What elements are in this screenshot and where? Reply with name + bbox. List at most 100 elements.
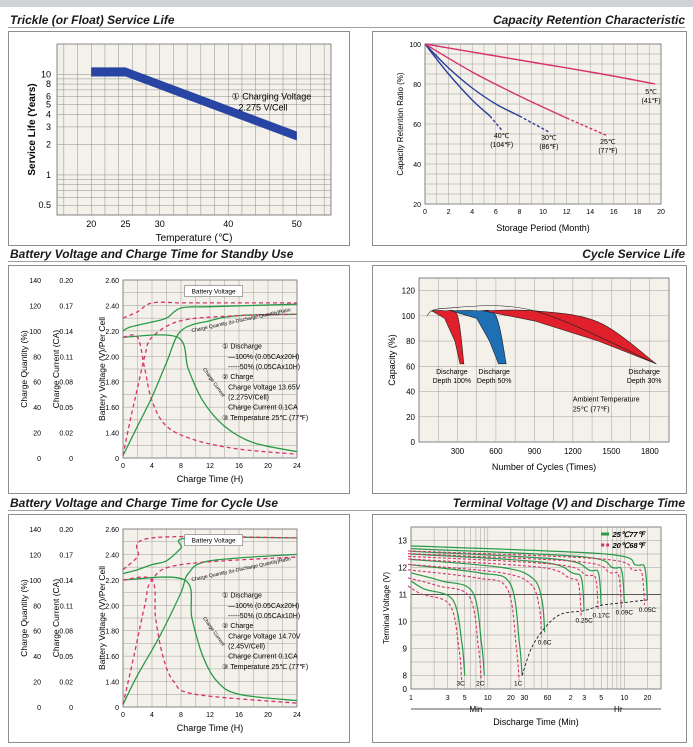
- y-tick-label: 6: [46, 92, 51, 102]
- cycle-life-title: Cycle Service Life: [582, 247, 685, 261]
- legend-line: ② Charge: [222, 373, 253, 381]
- x-tick-label: 20: [657, 209, 665, 216]
- x-tick-label: 14: [586, 209, 594, 216]
- curve-20c-0.17C: [407, 555, 599, 611]
- legend-label: 20℃68℉: [611, 541, 646, 550]
- y-axis-label: Battery Voltage (V)/Per Cell: [97, 317, 107, 421]
- series-label: (41℉): [642, 98, 661, 105]
- rule-3: [8, 510, 685, 511]
- x-axis-label: Charge Time (H): [177, 723, 244, 733]
- series-voltage-50: [122, 301, 297, 319]
- series-label: (77℉): [598, 148, 617, 155]
- x-tick-label: 10: [620, 695, 628, 702]
- y-tick-label: 2.20: [105, 329, 119, 336]
- legend-line: -----50% (0.05CAx10H): [228, 613, 300, 620]
- y-tick-label: 80: [406, 337, 415, 346]
- top-bar: [0, 0, 693, 7]
- y-tick-label: 120: [29, 552, 41, 559]
- y-tick-label: 2.00: [105, 354, 119, 361]
- y-tick-label: 2.40: [105, 303, 119, 310]
- cycle-use-title: Battery Voltage and Charge Time for Cycl…: [10, 496, 279, 510]
- region-label: Discharge: [478, 369, 510, 376]
- y-tick-label: 2: [46, 140, 51, 150]
- x-tick-label: 24: [293, 463, 301, 470]
- x-tick-label: 5: [599, 695, 603, 702]
- x-tick-label: 20: [264, 712, 272, 719]
- y-tick-label: 100: [402, 312, 416, 321]
- y-axis-label: Charge Quantity (%): [19, 330, 29, 408]
- y-tick-label: 2.40: [105, 552, 119, 559]
- y-tick-label: 3: [46, 122, 51, 132]
- retention-panel: 40℃ (104℉) 30℃ (86℉) 25℃ (77℉) 5℃ (41℉) 100 80 60 4…: [372, 31, 687, 246]
- y-tick-label: 140: [29, 527, 41, 534]
- y-tick-label: 0.17: [59, 303, 73, 310]
- legend-line: ② Charge: [222, 622, 253, 630]
- y-tick-label: 1.60: [105, 654, 119, 661]
- y-axis-label: Battery Voltage (V)/Per Cell: [97, 566, 107, 670]
- curve-label-voltage: Battery Voltage: [192, 538, 236, 545]
- x-tick-label: 20: [644, 695, 652, 702]
- y-tick-label: 0.05: [59, 654, 73, 661]
- series-label: 25℃: [600, 139, 616, 146]
- x-tick-label: 30: [521, 695, 529, 702]
- y-tick-label: 20: [33, 680, 41, 687]
- x-tick-label: 4: [470, 209, 474, 216]
- y-tick-label: 0: [37, 456, 41, 463]
- y-tick-label: 20: [33, 431, 41, 438]
- y-tick-label: 0.20: [59, 278, 73, 285]
- x-tick-label: 60: [544, 695, 552, 702]
- region-label: Discharge: [628, 369, 660, 376]
- y-tick-label: 60: [413, 122, 421, 129]
- x-tick-label: 10: [484, 695, 492, 702]
- x-tick-label: 50: [292, 219, 302, 229]
- y-tick-label: 40: [33, 405, 41, 412]
- x-axis-label: Temperature (℃): [156, 233, 233, 244]
- standby-title: Battery Voltage and Charge Time for Stan…: [10, 247, 294, 261]
- legend-line: (2.275V/Cell): [228, 395, 269, 402]
- y-axis-label: Charge Current (CA): [51, 330, 61, 409]
- y-tick-label: 140: [29, 278, 41, 285]
- y-tick-label: 0.17: [59, 552, 73, 559]
- x-tick-label: 1800: [641, 447, 659, 456]
- region-label: Depth 50%: [477, 378, 512, 385]
- x-tick-label: 300: [451, 447, 465, 456]
- y-tick-label: 1.80: [105, 380, 119, 387]
- y-tick-label: 2.20: [105, 578, 119, 585]
- curve-20c-3C: [407, 585, 463, 681]
- x-axis-label: Number of Cycles (Times): [492, 462, 596, 472]
- cycle-life-chart: Discharge Depth 100% Discharge Depth 50% Dis…: [387, 277, 670, 472]
- y-tick-label: 0.5: [38, 200, 51, 210]
- x-tick-label: 20: [86, 219, 96, 229]
- curve-20c-0.25C: [407, 558, 582, 616]
- y-tick-label: 0.11: [60, 603, 73, 610]
- rate-label: 2C: [476, 681, 485, 688]
- x-tick-label: 8: [517, 209, 521, 216]
- x-tick-label: 8: [179, 712, 183, 719]
- y-tick-label: 20: [406, 413, 415, 422]
- y-tick-label: 0: [411, 438, 416, 447]
- y-tick-label: 60: [406, 362, 415, 371]
- series-current-50: [122, 334, 298, 455]
- x-tick-label: 4: [150, 712, 154, 719]
- legend-line: —100% (0.05CAx20H): [228, 354, 299, 361]
- legend-line: ③ Temperature 25℃ (77℉): [222, 663, 308, 671]
- y-tick-label: 13: [398, 537, 407, 546]
- y-tick-label: 20: [413, 202, 421, 209]
- trickle-title: Trickle (or Float) Service Life: [10, 13, 175, 27]
- legend-line: ① Discharge: [222, 343, 262, 351]
- x-tick-label: 24: [293, 712, 301, 719]
- x-axis-label: Storage Period (Month): [496, 223, 590, 233]
- x-tick-label: 12: [563, 209, 571, 216]
- series-label: (104℉): [490, 142, 513, 149]
- retention-chart: 40℃(104℉)30℃(86℉)25℃(77℉)5℃(41℉)10080604…: [396, 42, 665, 233]
- curve-25c-0.05C: [410, 545, 649, 600]
- unit-hr: Hr: [614, 705, 623, 714]
- annotation-2: 2.275 V/Cell: [239, 103, 288, 113]
- y-tick-label: 5: [46, 100, 51, 110]
- y-tick-label: 80: [33, 603, 41, 610]
- x-tick-label: 16: [235, 712, 243, 719]
- x-tick-label: 25: [120, 219, 130, 229]
- x-axis-label: Charge Time (H): [177, 474, 244, 484]
